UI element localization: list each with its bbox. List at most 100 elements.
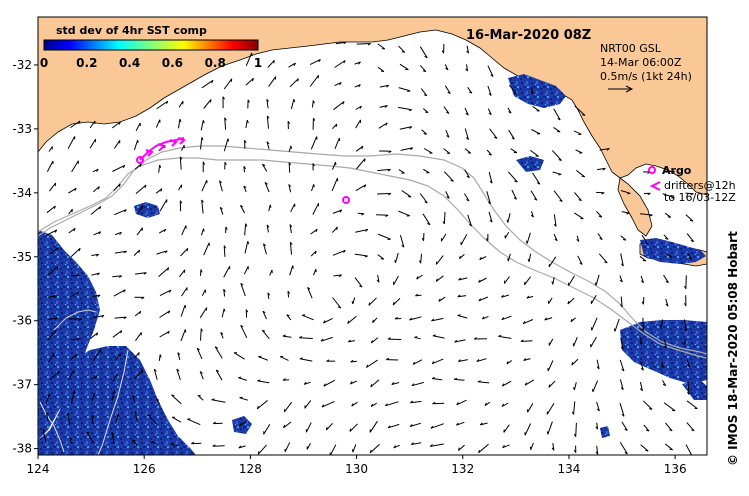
current-vector-head: [683, 342, 686, 346]
current-vector: [114, 250, 127, 254]
current-vector: [639, 213, 653, 216]
current-vector-head: [409, 126, 413, 129]
current-vector: [508, 129, 515, 140]
current-vector-head: [282, 334, 286, 337]
current-vector: [266, 141, 270, 150]
current-vector: [399, 126, 412, 130]
current-vector-head: [454, 339, 458, 343]
current-vector: [135, 332, 142, 341]
current-vector-head: [223, 245, 227, 249]
current-vector-head: [376, 279, 380, 283]
current-vector: [334, 60, 346, 68]
current-vector: [640, 444, 649, 452]
current-vector: [223, 265, 231, 278]
current-vector: [197, 394, 204, 401]
current-vector: [401, 190, 412, 198]
bathymetry-2000m-contour: [38, 157, 707, 359]
current-vector: [411, 381, 425, 387]
current-vector: [432, 378, 443, 381]
current-vector-head: [601, 192, 605, 195]
current-vector-head: [431, 377, 435, 379]
current-vector: [409, 316, 422, 321]
current-vector-head: [224, 117, 227, 121]
current-vector-head: [246, 119, 249, 124]
current-vector: [456, 421, 465, 426]
current-vector: [115, 353, 121, 361]
current-vector: [113, 183, 121, 192]
current-vector: [480, 422, 488, 426]
current-vector: [687, 252, 693, 260]
current-vector-head: [77, 337, 80, 341]
current-vector: [573, 382, 577, 391]
current-vector: [233, 352, 245, 360]
current-vector-head: [484, 402, 487, 406]
current-vector: [398, 169, 405, 174]
current-vector: [544, 317, 553, 321]
current-vector-head: [97, 186, 100, 190]
current-vector-head: [478, 449, 481, 453]
current-vector: [377, 192, 391, 195]
argo-drifters-line1: drifters@12h: [664, 179, 736, 192]
current-vector: [112, 330, 123, 338]
current-vector-head: [488, 153, 492, 156]
current-vector: [306, 442, 311, 450]
current-vector: [574, 192, 582, 201]
latitude-axis: -32 -33 -34 -35 -36 -37 -38: [12, 58, 38, 456]
current-vector-head: [536, 182, 541, 185]
current-vector-head: [478, 279, 481, 283]
current-vector-head: [299, 335, 303, 339]
current-vector: [419, 65, 427, 72]
current-vector: [459, 254, 465, 260]
current-vector-head: [457, 314, 461, 316]
current-vector: [45, 393, 50, 404]
current-vector-head: [54, 317, 58, 321]
current-vector: [366, 359, 378, 368]
current-vector: [66, 412, 71, 426]
current-vector: [369, 443, 380, 454]
current-vector-head: [290, 145, 292, 149]
current-vector: [398, 210, 410, 217]
current-vector: [334, 137, 340, 149]
bathymetry-200m-contour: [38, 145, 707, 355]
current-vector: [239, 420, 247, 427]
current-vector: [268, 76, 277, 87]
current-vector: [476, 358, 487, 362]
current-vector: [546, 402, 555, 415]
current-vector-head: [225, 226, 228, 230]
current-vector-head: [429, 444, 433, 447]
current-vector-head: [401, 244, 405, 248]
current-vector: [263, 243, 267, 255]
x-tick-label: 126: [133, 462, 156, 476]
current-vector-head: [227, 138, 230, 142]
current-vector-head: [223, 288, 226, 292]
current-vector: [111, 121, 121, 129]
current-vector: [256, 400, 268, 410]
x-tick-label: 132: [451, 462, 474, 476]
current-vector-head: [573, 433, 577, 437]
current-vector: [92, 186, 100, 193]
current-vector: [501, 294, 510, 298]
current-vector-head: [501, 403, 505, 407]
current-vector-head: [488, 201, 491, 205]
current-vector-head: [642, 259, 646, 262]
current-vector: [399, 63, 409, 71]
current-vector: [486, 191, 491, 205]
current-vector-head: [690, 193, 694, 196]
legend-title: std dev of 4hr SST comp: [56, 24, 207, 37]
current-vector: [422, 108, 429, 113]
current-vector: [311, 100, 314, 108]
current-vector-head: [289, 224, 293, 228]
current-vector: [302, 314, 314, 321]
current-vector-head: [567, 300, 570, 305]
current-vector-head: [458, 255, 461, 259]
current-vector-head: [177, 352, 181, 356]
current-vector-head: [523, 358, 527, 361]
current-vector: [640, 275, 644, 283]
current-vector-head: [144, 184, 147, 188]
current-vector: [665, 298, 669, 307]
current-vector: [332, 249, 346, 256]
current-vector-head: [394, 259, 396, 264]
current-vector-head: [659, 324, 662, 328]
current-vector-head: [689, 219, 694, 222]
current-vector-head: [223, 308, 226, 312]
